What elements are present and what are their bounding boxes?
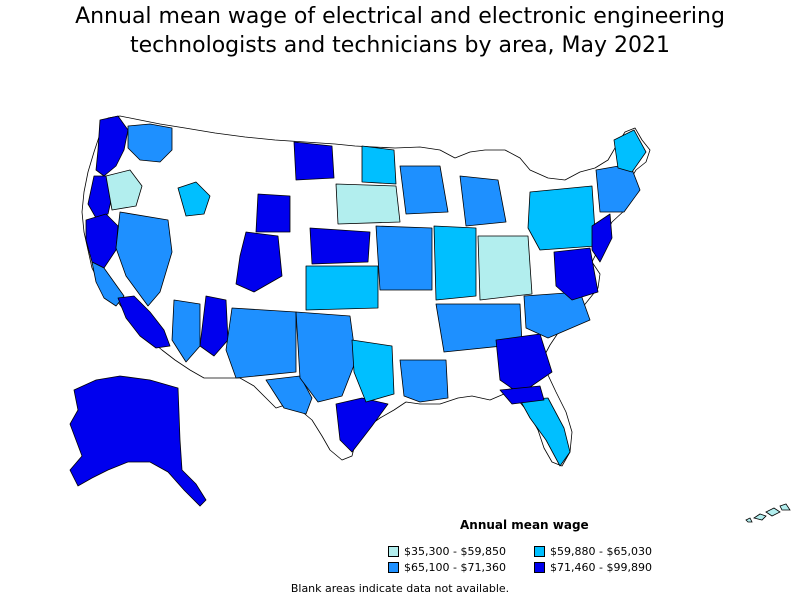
region-ks [305,265,379,311]
legend-swatch-1 [388,546,399,557]
hawaii [745,503,791,523]
region-nj-ct [591,213,613,263]
blank-areas-note: Blank areas indicate data not available. [290,582,510,595]
region-ca-south [117,295,171,349]
region-wi-mi [399,165,449,215]
legend-label-3: $65,100 - $71,360 [404,561,506,574]
region-md-dc-va [553,247,599,301]
region-az-west [199,295,229,357]
region-mn-north [361,145,397,185]
legend-item-2: $59,880 - $65,030 [534,545,652,558]
region-la-ms [399,359,449,403]
region-wa-coast [95,115,129,177]
region-wa-east [127,123,173,163]
region-il-in [433,225,477,301]
legend-item-4: $71,460 - $99,890 [534,561,652,574]
region-ia-mo [375,225,433,291]
region-wy [255,193,291,233]
legend-title: Annual mean wage [460,518,589,532]
region-fl-north [499,385,545,405]
region-sd-mn [335,183,401,225]
legend-swatch-2 [534,546,545,557]
region-az-east [171,299,201,363]
region-id-mt [177,181,211,217]
region-tx-west [265,375,313,415]
region-or-central [105,169,143,211]
region-ne [309,227,371,265]
region-nv [115,211,173,307]
region-tx-central [295,311,357,403]
legend-label-2: $59,880 - $65,030 [550,545,652,558]
legend-swatch-4 [534,562,545,573]
region-co [235,231,283,293]
legend-item-1: $35,300 - $59,850 [388,545,506,558]
alaska [69,375,207,507]
region-nd [293,141,335,181]
region-nm [225,307,297,379]
region-ca-north [85,213,119,269]
region-oh-ky [477,235,533,301]
region-nc-va [523,291,591,339]
legend-label-4: $71,460 - $99,890 [550,561,652,574]
map-title-line1: Annual mean wage of electrical and elect… [75,4,725,29]
map-legend: Annual mean wage $35,300 - $59,850 $59,8… [384,518,684,578]
legend-item-3: $65,100 - $71,360 [388,561,506,574]
region-mi [459,175,507,227]
legend-swatch-3 [388,562,399,573]
region-fl [519,397,571,467]
region-tx-south [335,397,389,453]
region-tx-east [351,339,395,403]
legend-label-1: $35,300 - $59,850 [404,545,506,558]
map-title-line2: technologists and technicians by area, M… [129,33,670,58]
map-title: Annual mean wage of electrical and elect… [0,2,800,60]
region-ga-sc [495,333,553,395]
region-pa-ny [527,185,597,251]
region-maine [613,129,647,173]
